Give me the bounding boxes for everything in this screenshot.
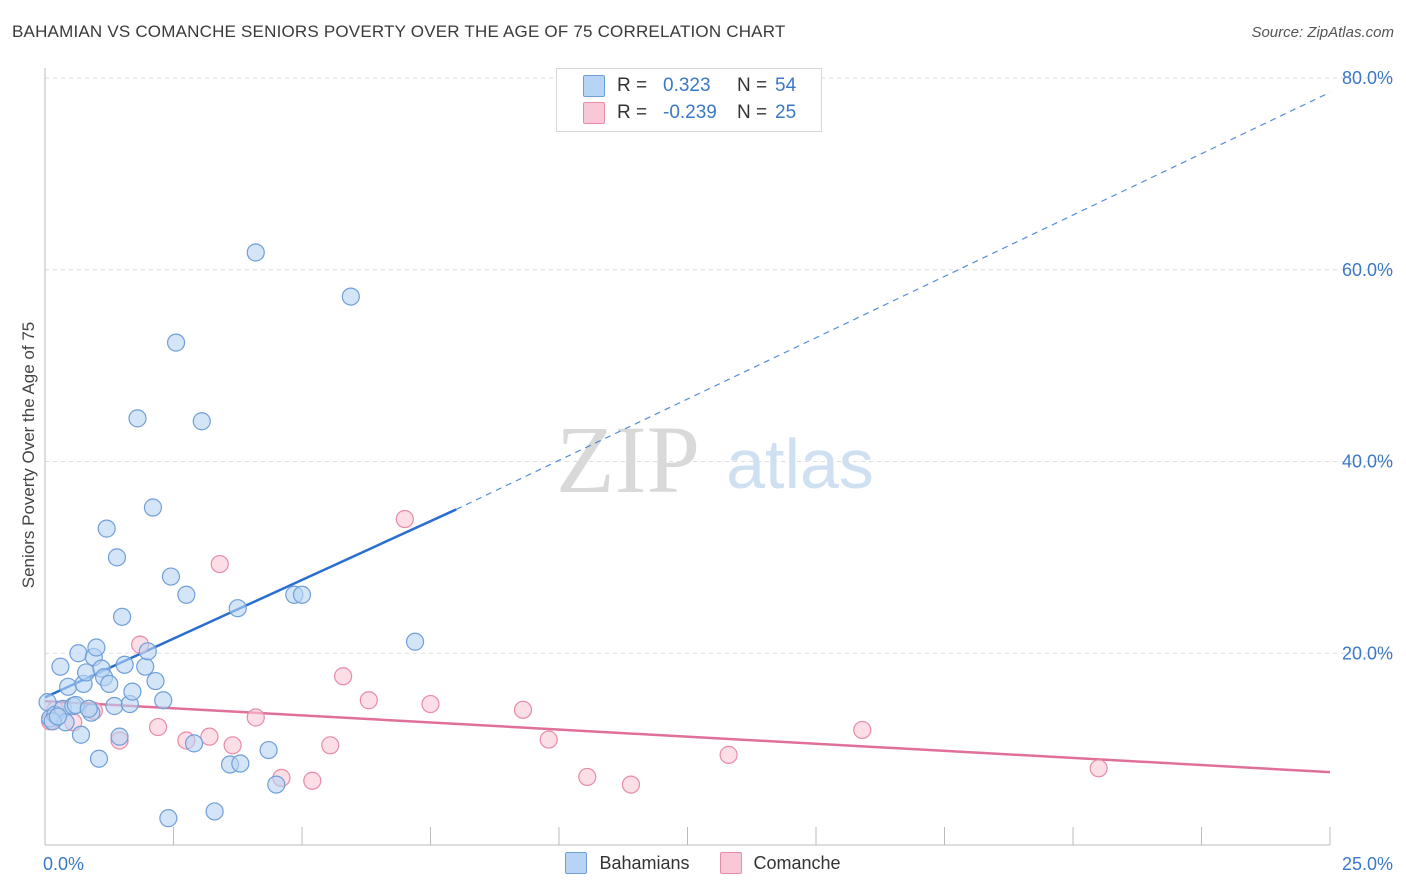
bahamians-point	[166, 333, 186, 352]
bahamians-point	[79, 699, 98, 718]
legend-r-label: R =	[617, 75, 648, 96]
data-points	[38, 243, 1108, 828]
comanche-point	[621, 775, 641, 794]
comanche-point	[1089, 759, 1108, 778]
legend-row-bahamians: R = 0.323 N = 54	[583, 73, 796, 99]
series-legend-comanche[interactable]: Comanche	[719, 852, 841, 874]
bahamians-trend-extension	[455, 91, 1331, 510]
bahamians-point	[128, 409, 147, 428]
comanche-point	[223, 736, 242, 755]
y-tick-label: 60.0%	[1342, 260, 1393, 280]
comanche-point	[359, 691, 378, 710]
bahamians-point	[205, 802, 224, 821]
legend-swatch-comanche	[583, 102, 605, 124]
comanche-point	[719, 745, 738, 764]
comanche-point	[321, 736, 340, 755]
gridlines	[45, 77, 1392, 654]
legend-n-label: N =	[737, 75, 768, 96]
bahamians-point	[89, 749, 109, 768]
bahamians-point	[405, 632, 425, 651]
bahamians-point	[51, 657, 70, 676]
bahamians-point	[87, 638, 106, 657]
bahamians-point	[110, 727, 129, 746]
bahamians-point	[77, 663, 96, 682]
comanche-point	[421, 694, 440, 714]
series-swatch-bahamians	[565, 852, 588, 874]
comanche-point	[513, 700, 533, 719]
comanche-point	[539, 730, 558, 749]
bahamians-point	[161, 567, 181, 586]
bahamians-point	[136, 657, 155, 676]
bahamians-point	[146, 671, 165, 691]
legend-swatch-bahamians	[583, 75, 605, 97]
legend-n-value: 25	[775, 102, 797, 123]
bahamians-point	[97, 519, 116, 538]
bahamians-point	[115, 655, 134, 674]
comanche-point	[578, 767, 597, 787]
bahamians-point	[341, 287, 360, 306]
series-name-bahamians: Bahamians	[599, 852, 690, 873]
watermark-zip: ZIP	[556, 406, 700, 513]
comanche-point	[148, 717, 168, 737]
comanche-point	[210, 554, 229, 574]
watermark-atlas: atlas	[726, 425, 874, 503]
comanche-point	[200, 727, 219, 746]
bahamians-point	[69, 644, 88, 663]
comanche-point	[395, 509, 414, 529]
watermark: ZIP atlas	[556, 406, 874, 513]
legend-r-value: -0.239	[663, 102, 717, 123]
bahamians-point	[138, 642, 157, 661]
y-axis-label: Seniors Poverty Over the Age of 75	[19, 322, 38, 588]
x-tick-label: 25.0%	[1342, 854, 1393, 874]
comanche-point	[334, 667, 353, 686]
legend-r-value: 0.323	[663, 75, 711, 96]
comanche-point	[853, 720, 872, 740]
series-swatch-comanche	[719, 852, 742, 874]
legend-r-label: R =	[617, 102, 648, 123]
y-tick-label: 40.0%	[1342, 452, 1393, 472]
bahamians-point	[259, 740, 278, 760]
series-legend-bahamians[interactable]: Bahamians	[565, 852, 690, 874]
y-tick-label: 20.0%	[1342, 643, 1393, 663]
series-legend: Bahamians Comanche	[0, 852, 1406, 874]
tick-labels: 20.0% 40.0% 60.0% 80.0% 0.0% 25.0%	[43, 68, 1393, 874]
source-label: Source: ZipAtlas.com	[1251, 24, 1394, 41]
legend-n-value: 54	[775, 75, 797, 96]
legend-n-label: N =	[737, 102, 768, 123]
bahamians-point	[267, 775, 286, 794]
y-tick-label: 80.0%	[1342, 68, 1393, 88]
bahamians-point	[159, 809, 178, 828]
bahamians-point	[154, 691, 173, 710]
x-tick-label: 0.0%	[43, 854, 84, 874]
bahamians-point	[143, 498, 163, 517]
bahamians-point	[228, 599, 247, 618]
comanche-point	[303, 771, 322, 790]
chart-title: BAHAMIAN VS COMANCHE SENIORS POVERTY OVE…	[12, 22, 786, 41]
bahamians-point	[112, 607, 132, 626]
bahamians-point	[192, 412, 211, 431]
bahamians-point	[107, 548, 127, 567]
legend: R = 0.323 N = 54 R = -0.239 N = 25	[556, 68, 822, 132]
series-name-comanche: Comanche	[753, 852, 841, 873]
bahamians-point	[71, 725, 91, 744]
bahamians-point	[231, 754, 250, 773]
bahamians-point	[59, 677, 78, 696]
legend-row-comanche: R = -0.239 N = 25	[583, 100, 796, 126]
bahamians-point	[100, 674, 119, 694]
comanche-point	[246, 708, 265, 727]
bahamians-point	[292, 585, 312, 604]
bahamians-point	[184, 734, 204, 753]
bahamians-point	[105, 696, 124, 716]
bahamians-trend-line	[44, 508, 457, 699]
bahamians-point	[177, 585, 196, 604]
bahamians-point	[123, 682, 142, 701]
bahamians-point	[48, 707, 67, 726]
bahamians-point	[246, 243, 265, 262]
